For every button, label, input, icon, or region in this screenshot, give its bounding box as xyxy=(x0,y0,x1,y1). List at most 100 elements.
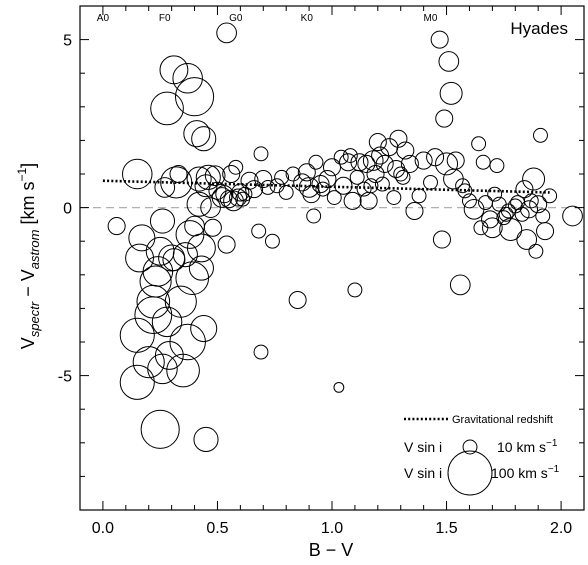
data-point xyxy=(414,151,433,170)
x-tick-label: 0.5 xyxy=(206,520,228,537)
y-tick-label: 5 xyxy=(63,33,72,50)
data-point xyxy=(132,346,165,379)
data-point xyxy=(400,154,419,173)
data-point xyxy=(154,177,176,198)
data-point xyxy=(191,126,217,152)
legend-large-value-exp: −1 xyxy=(548,464,560,475)
data-point xyxy=(203,218,222,237)
data-point xyxy=(169,323,206,361)
data-point xyxy=(489,158,505,174)
data-point xyxy=(342,148,358,163)
data-point xyxy=(499,217,523,241)
data-point xyxy=(347,282,363,298)
data-point xyxy=(389,129,408,148)
data-point xyxy=(311,175,330,194)
chart-title: Hyades xyxy=(510,19,568,38)
y-label-units-close: ] xyxy=(18,163,38,168)
x-axis-label: B − V xyxy=(309,540,354,560)
data-point xyxy=(514,206,530,222)
legend-large-value-text: 100 km s xyxy=(491,465,548,481)
data-point xyxy=(125,243,154,273)
data-point xyxy=(326,190,342,205)
legend: Gravitational redshift V sin i 10 km s−1… xyxy=(404,414,560,496)
data-point xyxy=(449,274,471,296)
data-point xyxy=(471,136,487,152)
legend-small-value-text: 10 km s xyxy=(497,439,546,455)
data-point xyxy=(522,167,546,191)
data-point xyxy=(308,154,324,170)
data-point xyxy=(193,426,219,452)
data-point xyxy=(217,235,236,254)
data-point xyxy=(435,152,459,176)
data-point xyxy=(175,261,210,295)
y-label-v1: V xyxy=(18,337,38,349)
data-point xyxy=(298,177,320,198)
data-point xyxy=(536,222,555,241)
legend-large-vsini-label: V sin i xyxy=(404,465,442,481)
y-label-minus: − V xyxy=(18,269,38,302)
data-point xyxy=(172,62,203,94)
data-point xyxy=(542,188,558,204)
data-point xyxy=(293,173,312,192)
data-point xyxy=(274,169,290,185)
data-point xyxy=(322,158,342,177)
data-point xyxy=(159,55,189,85)
data-point xyxy=(151,306,183,338)
data-point xyxy=(278,185,294,200)
data-point xyxy=(136,284,171,319)
data-point xyxy=(188,255,214,281)
data-point xyxy=(174,77,215,117)
data-point xyxy=(438,51,460,72)
data-point xyxy=(446,151,465,170)
data-point xyxy=(461,193,477,209)
spectral-type-label: A0 xyxy=(97,13,110,24)
data-point xyxy=(154,341,184,370)
data-point xyxy=(463,198,485,220)
plot-frame xyxy=(79,5,585,511)
data-point xyxy=(183,120,211,148)
data-point xyxy=(237,186,253,202)
data-point xyxy=(162,248,186,272)
data-point xyxy=(516,229,538,250)
data-point xyxy=(333,149,349,165)
data-point xyxy=(149,208,176,234)
data-point xyxy=(139,265,172,298)
x-tick-label: 2.0 xyxy=(550,520,572,537)
data-point xyxy=(363,178,379,194)
data-point xyxy=(142,256,174,287)
data-points-group xyxy=(107,22,583,452)
legend-redshift-label: Gravitational redshift xyxy=(452,414,553,426)
legend-large-circle xyxy=(447,450,493,496)
data-point xyxy=(245,180,264,199)
data-point xyxy=(393,166,409,182)
data-point xyxy=(386,190,402,205)
spectral-type-label: K0 xyxy=(301,13,314,24)
data-point xyxy=(215,185,234,204)
data-point xyxy=(251,223,267,239)
data-point xyxy=(481,210,500,229)
data-point xyxy=(529,195,548,214)
data-point xyxy=(190,315,218,343)
data-point xyxy=(411,188,427,204)
data-point xyxy=(169,164,188,184)
legend-small-value: 10 km s−1 xyxy=(497,438,558,455)
y-label-sub2: astrom xyxy=(27,229,42,269)
spectral-type-label: G0 xyxy=(229,13,243,24)
data-point xyxy=(473,220,489,236)
x-tick-label: 0.0 xyxy=(92,520,114,537)
data-point xyxy=(228,159,244,175)
data-point xyxy=(260,179,276,195)
data-point xyxy=(423,174,438,190)
y-tick-label: 0 xyxy=(63,201,72,218)
data-point xyxy=(356,181,372,197)
data-point xyxy=(195,164,221,190)
data-point xyxy=(186,191,212,217)
data-point xyxy=(219,190,238,209)
data-point xyxy=(562,205,583,227)
data-point xyxy=(405,201,424,220)
data-point xyxy=(426,148,445,167)
data-point xyxy=(229,188,248,207)
data-point xyxy=(128,224,156,252)
